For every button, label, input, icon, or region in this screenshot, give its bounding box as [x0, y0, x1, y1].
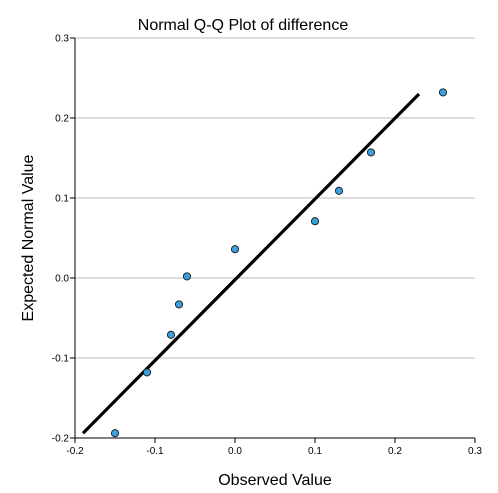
y-tick-label-5: 0.3	[55, 34, 69, 45]
y-axis-title: Expected Normal Value	[20, 154, 37, 321]
y-tick-label-2: 0.0	[55, 274, 69, 285]
y-tick-label-4: 0.2	[55, 114, 69, 125]
data-point-7	[334, 186, 344, 195]
data-point-1	[142, 368, 152, 377]
reference-line-layer	[81, 92, 421, 435]
data-point-8	[366, 148, 376, 157]
data-point-6	[310, 217, 320, 226]
data-point-2	[166, 330, 176, 339]
tick-labels-layer: -0.2 -0.1 0.0 0.1 0.2 0.3 -0.2 -0.1 0.0 0.1 0.2 0.3	[52, 34, 483, 458]
axes-layer	[70, 37, 476, 443]
x-tick-label-2: 0.0	[228, 446, 242, 457]
y-tick-label-0: -0.2	[52, 434, 70, 445]
grid-layer	[75, 37, 475, 359]
chart-title: Normal Q-Q Plot of difference	[138, 17, 349, 34]
x-tick-label-0: -0.2	[66, 446, 84, 457]
data-point-4	[182, 272, 192, 281]
data-point-9	[438, 88, 448, 97]
y-tick-label-3: 0.1	[55, 194, 69, 205]
points-layer	[110, 88, 448, 438]
x-tick-label-4: 0.2	[388, 446, 402, 457]
x-tick-label-3: 0.1	[308, 446, 322, 457]
data-point-0	[110, 429, 120, 438]
data-point-5	[230, 245, 240, 254]
x-tick-label-1: -0.1	[146, 446, 164, 457]
reference-line	[81, 92, 421, 435]
x-axis-title: Observed Value	[218, 472, 332, 489]
x-tick-label-5: 0.3	[468, 446, 482, 457]
y-tick-label-1: -0.1	[52, 354, 70, 365]
data-point-3	[174, 300, 184, 309]
